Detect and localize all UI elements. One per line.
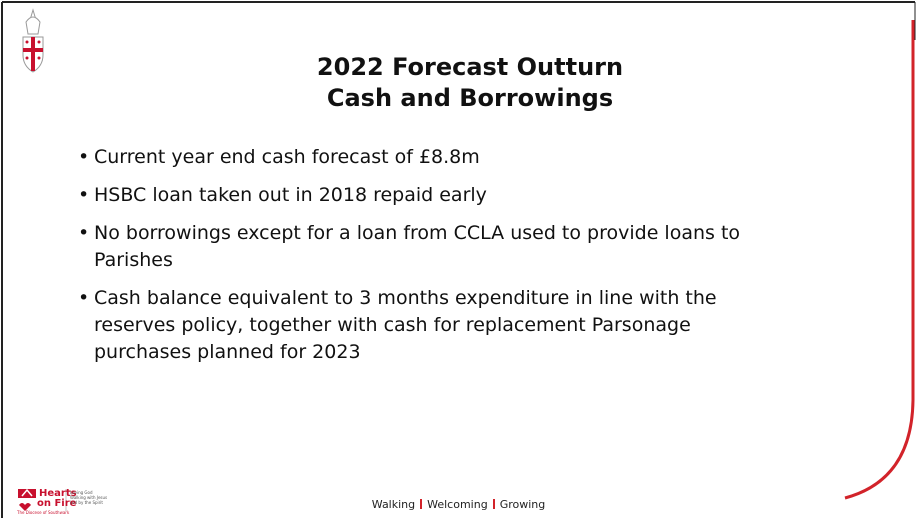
hearts-logo-icon: [18, 488, 67, 511]
bullet-line: Current year end cash forecast of £8.8m: [94, 146, 480, 168]
motto-separator: [492, 499, 495, 509]
bullet-item: HSBC loan taken out in 2018 repaid early: [78, 182, 878, 209]
tagline-line: Loving God: [70, 490, 93, 495]
logo-name: Hearts on Fire: [37, 488, 77, 509]
title-line: 2022 Forecast Outturn: [316, 53, 624, 81]
bullet-list: Current year end cash forecast of £8.8m H…: [78, 144, 878, 377]
bullet-item: No borrowings except for a loan from CCL…: [78, 220, 878, 274]
crest-logo: [22, 8, 44, 73]
footer-motto: Walking Welcoming Growing: [0, 498, 917, 511]
red-curve: [844, 20, 915, 500]
logo-name-line: on Fire: [37, 498, 77, 509]
slide-title: 2022 Forecast Outturn Cash and Borrowing…: [220, 52, 720, 114]
bullet-line: HSBC loan taken out in 2018 repaid early: [94, 184, 487, 206]
motto-word: Walking: [371, 498, 416, 511]
bullet-line: purchases planned for 2023: [94, 341, 361, 363]
bullet-line: No borrowings except for a loan from CCL…: [94, 222, 741, 244]
title-line: Cash and Borrowings: [326, 84, 614, 112]
tagline-line: Led by the Spirit: [70, 500, 103, 505]
tagline-line: Walking with Jesus: [70, 495, 108, 500]
bullet-line: reserves policy, together with cash for …: [94, 314, 691, 336]
logo-name-line: Hearts: [39, 488, 77, 499]
bullet-item: Current year end cash forecast of £8.8m: [78, 144, 878, 171]
bullet-line: Parishes: [94, 249, 173, 271]
motto-word: Growing: [499, 498, 546, 511]
bullet-item: Cash balance equivalent to 3 months expe…: [78, 285, 878, 366]
logo-diocese: The Diocese of Southwark: [17, 510, 70, 515]
motto-word: Welcoming: [427, 498, 488, 511]
bullet-line: Cash balance equivalent to 3 months expe…: [94, 287, 717, 309]
motto-separator: [420, 499, 423, 509]
logo-tagline: Loving God Walking with Jesus Led by the…: [70, 490, 107, 505]
